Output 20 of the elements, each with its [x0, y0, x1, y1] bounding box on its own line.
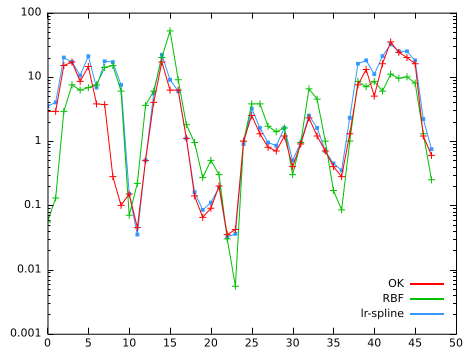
x-tick-label: 10 [122, 336, 136, 350]
legend-label: RBF [382, 292, 404, 305]
y-tick-label: 10 [27, 70, 42, 83]
x-tick-label: 15 [163, 336, 178, 350]
x-tick-label: 45 [408, 336, 422, 350]
y-tick-label: 0.1 [24, 198, 42, 212]
x-tick-label: 35 [326, 336, 340, 350]
y-tick-label: 100 [20, 5, 42, 18]
y-tick-label: 0.001 [10, 326, 42, 340]
y-tick-label: 0.01 [16, 262, 42, 276]
legend-label: OK [388, 277, 404, 290]
legend-label: lr-spline [360, 307, 404, 320]
x-tick-label: 0 [44, 336, 51, 350]
x-tick-label: 25 [244, 336, 259, 350]
y-tick-label: 1 [34, 134, 42, 147]
x-tick-label: 40 [367, 336, 382, 350]
x-tick-label: 5 [84, 336, 92, 350]
x-tick-label: 30 [286, 336, 300, 350]
x-tick-label: 20 [204, 336, 218, 350]
x-tick-label: 50 [449, 336, 463, 350]
